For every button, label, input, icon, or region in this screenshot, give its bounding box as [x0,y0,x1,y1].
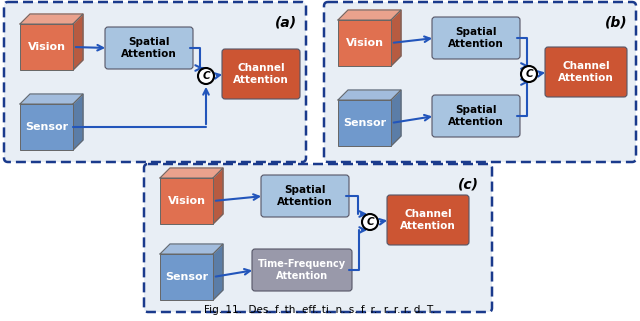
Polygon shape [213,168,223,224]
FancyBboxPatch shape [387,195,469,245]
FancyBboxPatch shape [222,49,300,99]
Circle shape [198,68,214,84]
Text: Sensor: Sensor [343,118,386,128]
FancyBboxPatch shape [261,175,349,217]
Text: Channel
Attention: Channel Attention [233,63,289,85]
Text: Sensor: Sensor [25,122,68,132]
Text: Vision: Vision [346,38,383,48]
Circle shape [362,214,378,230]
FancyBboxPatch shape [4,2,306,162]
Polygon shape [160,168,223,178]
Polygon shape [160,244,223,254]
Polygon shape [20,14,83,24]
Polygon shape [213,244,223,300]
Polygon shape [391,10,401,66]
Polygon shape [391,90,401,146]
Text: Vision: Vision [168,196,205,206]
Text: C: C [366,217,374,227]
Text: (a): (a) [275,15,297,29]
Text: C: C [202,71,210,81]
FancyBboxPatch shape [20,24,73,70]
Text: Spatial
Attention: Spatial Attention [277,185,333,207]
Text: Time-Frequency
Attention: Time-Frequency Attention [258,259,346,281]
FancyBboxPatch shape [545,47,627,97]
FancyBboxPatch shape [160,178,213,224]
Text: Spatial
Attention: Spatial Attention [121,37,177,59]
FancyBboxPatch shape [20,104,73,150]
Polygon shape [20,94,83,104]
FancyBboxPatch shape [324,2,636,162]
FancyBboxPatch shape [338,20,391,66]
Text: Spatial
Attention: Spatial Attention [448,27,504,49]
Text: Channel
Attention: Channel Attention [400,209,456,231]
FancyBboxPatch shape [252,249,352,291]
FancyBboxPatch shape [144,164,492,312]
Text: (c): (c) [458,177,479,191]
FancyBboxPatch shape [105,27,193,69]
FancyBboxPatch shape [160,254,213,300]
Polygon shape [338,10,401,20]
Text: Spatial
Attention: Spatial Attention [448,105,504,127]
Text: Channel
Attention: Channel Attention [558,61,614,83]
FancyBboxPatch shape [338,100,391,146]
FancyBboxPatch shape [432,17,520,59]
Polygon shape [338,90,401,100]
Polygon shape [73,14,83,70]
Text: C: C [525,69,533,79]
Circle shape [521,66,537,82]
Text: Fig. 11.  Des. f. th. eff. ti. n. s. f. r.  r. r. r. d. T.: Fig. 11. Des. f. th. eff. ti. n. s. f. r… [204,305,436,315]
Polygon shape [73,94,83,150]
Text: Vision: Vision [28,42,65,52]
Text: Sensor: Sensor [165,272,208,282]
Text: (b): (b) [605,15,627,29]
FancyBboxPatch shape [432,95,520,137]
